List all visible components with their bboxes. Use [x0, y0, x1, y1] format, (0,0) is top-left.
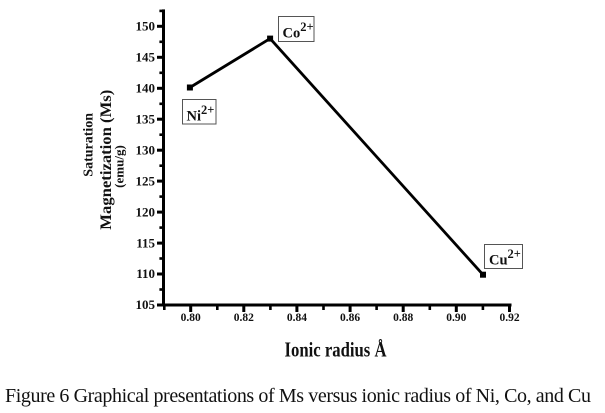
svg-text:0.82: 0.82	[234, 312, 254, 324]
svg-text:135: 135	[136, 111, 156, 126]
svg-text:Magnetization (Ms): Magnetization (Ms)	[98, 90, 115, 230]
svg-text:0.84: 0.84	[287, 312, 307, 324]
svg-text:0.88: 0.88	[393, 312, 413, 324]
svg-text:115: 115	[136, 235, 155, 250]
svg-text:125: 125	[136, 173, 156, 188]
svg-text:110: 110	[136, 266, 155, 281]
svg-text:0.92: 0.92	[499, 312, 519, 324]
svg-text:140: 140	[136, 81, 156, 96]
svg-text:Ionic radius Å: Ionic radius Å	[285, 338, 388, 362]
svg-text:Figure 6 Graphical presentatio: Figure 6 Graphical presentations of Ms v…	[5, 385, 591, 407]
svg-text:105: 105	[136, 297, 156, 312]
svg-text:(emu/g): (emu/g)	[112, 145, 127, 188]
svg-text:150: 150	[136, 19, 156, 34]
svg-text:130: 130	[136, 142, 156, 157]
svg-text:0.90: 0.90	[446, 312, 466, 324]
svg-text:Saturation: Saturation	[82, 113, 97, 177]
svg-text:145: 145	[136, 50, 156, 65]
svg-text:120: 120	[136, 204, 156, 219]
svg-text:0.80: 0.80	[181, 312, 201, 324]
svg-text:0.86: 0.86	[340, 312, 360, 324]
